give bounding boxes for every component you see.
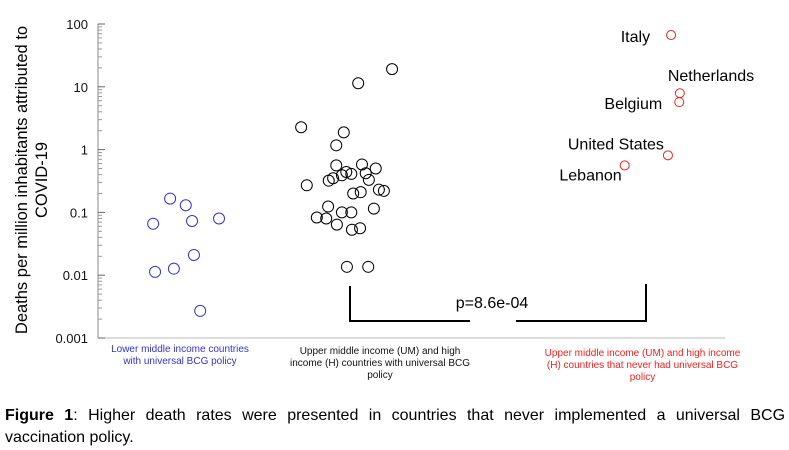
group-label-line: income (H) countries with universal BCG (289, 358, 471, 369)
data-point (340, 165, 353, 178)
y-tick-label: 0.1 (70, 205, 88, 220)
group-label-line: Lower middle income countries (111, 344, 249, 355)
point-label: United States (568, 136, 664, 153)
y-axis-title-line: COVID-19 (33, 142, 51, 218)
data-point (674, 88, 685, 99)
data-point (362, 173, 375, 186)
y-axis-title: Deaths per million inhabitants attribute… (13, 26, 51, 334)
data-point (322, 200, 335, 213)
significance-bracket-left (349, 286, 470, 322)
data-point (149, 265, 162, 278)
group-label-um-h-no-bcg: Upper middle income (UM) and high income… (530, 348, 755, 384)
group-label-line: (H) countries that never had universal B… (546, 360, 739, 371)
data-point (354, 186, 367, 199)
y-axis-title-line: Deaths per million inhabitants attribute… (13, 26, 31, 334)
data-point (335, 169, 348, 182)
data-point (327, 172, 340, 185)
data-point (330, 159, 343, 172)
data-point (354, 222, 367, 235)
data-point (347, 187, 360, 200)
scatter-chart: 100 10 1 0.1 0.01 0.001 Deaths per million inh… (13, 17, 754, 346)
data-point (662, 150, 673, 161)
data-point (369, 162, 382, 175)
group-label-lower-middle: Lower middle income countries with unive… (95, 344, 265, 368)
data-point (330, 218, 343, 231)
group-label-um-h-bcg: Upper middle income (UM) and high income… (280, 346, 480, 382)
data-point (179, 199, 192, 212)
data-point (337, 126, 350, 139)
y-tick-label: 100 (66, 17, 88, 32)
data-point (619, 160, 630, 171)
data-point (167, 262, 180, 275)
data-point (359, 167, 372, 180)
data-point (300, 179, 313, 192)
group-label-line: Upper middle income (UM) and high income (544, 348, 741, 359)
y-tick-label: 1 (81, 143, 88, 158)
data-point (310, 211, 323, 224)
data-point (340, 260, 353, 273)
significance-bracket-right (516, 284, 647, 322)
data-point (330, 139, 343, 152)
data-point (362, 260, 375, 273)
data-point (335, 206, 348, 219)
data-point (186, 214, 199, 227)
caption-text: : Higher death rates were presented in c… (5, 407, 786, 446)
figure-caption: Figure 1: Higher death rates were presen… (5, 405, 785, 449)
point-label: Belgium (604, 96, 662, 113)
data-point (666, 30, 677, 41)
data-point (295, 121, 308, 134)
data-point (352, 77, 365, 90)
y-tick-label: 10 (74, 80, 88, 95)
group-label-line: with universal BCG policy (123, 356, 237, 367)
data-point (674, 97, 685, 108)
data-point (194, 304, 207, 317)
data-point (187, 248, 200, 261)
group-label-line: Upper middle income (UM) and high (299, 346, 461, 357)
data-point (367, 202, 380, 215)
group-label-line: policy (629, 372, 656, 383)
data-point (377, 184, 390, 197)
data-point (355, 158, 368, 171)
data-point (147, 217, 160, 230)
data-point (345, 206, 358, 219)
data-point (345, 223, 358, 236)
point-label: Lebanon (559, 167, 621, 184)
data-point (164, 192, 177, 205)
caption-label: Figure 1 (5, 407, 74, 424)
data-point (386, 63, 399, 76)
data-point (320, 212, 333, 225)
p-value-label: p=8.6e-04 (456, 295, 529, 312)
data-point (213, 212, 226, 225)
data-point (345, 167, 358, 180)
point-label: Italy (621, 29, 650, 46)
group-label-line: policy (367, 370, 393, 381)
data-point (372, 183, 385, 196)
y-tick-label: 0.01 (63, 268, 88, 283)
y-tick-label: 0.001 (55, 331, 88, 346)
point-label: Netherlands (668, 68, 754, 85)
